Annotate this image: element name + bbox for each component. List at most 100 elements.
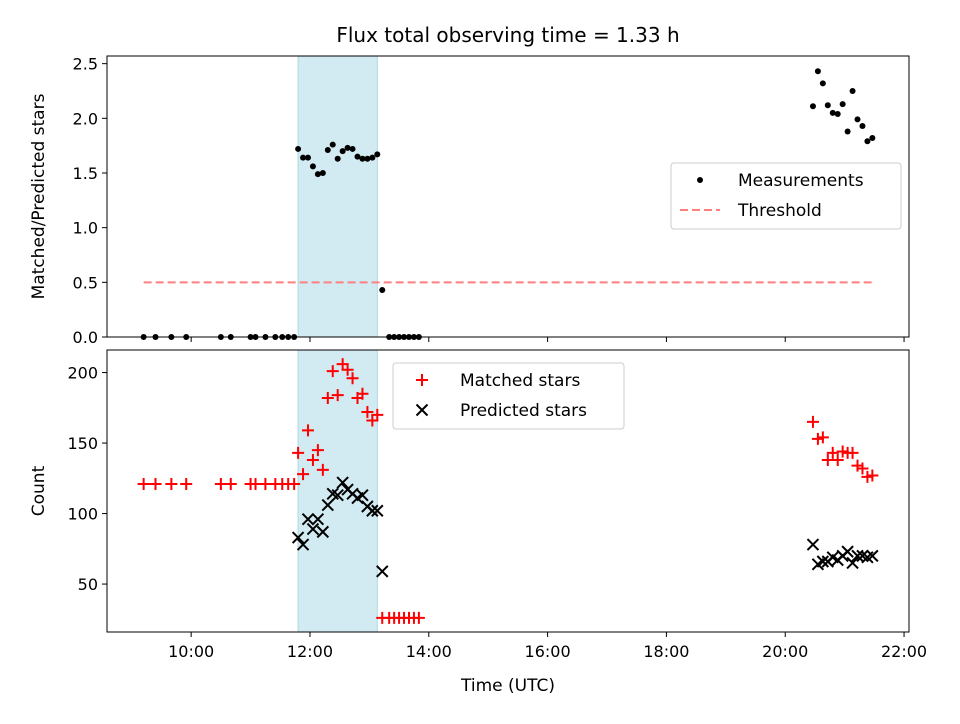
data-point [839,101,846,108]
data-point [324,147,331,154]
data-point [814,68,821,75]
data-point [311,444,324,457]
series-predicted-stars [291,476,879,578]
data-point [224,477,237,490]
data-point [806,415,819,428]
data-point [412,611,425,624]
data-point [371,504,384,517]
y-axis-title: Count [29,465,49,516]
data-point [851,549,864,563]
data-point [306,453,319,466]
plot-frame [106,349,910,633]
y-tick-label: 150 [67,434,98,453]
legend-label: Matched stars [460,371,580,391]
data-point [296,538,310,551]
plot-frame [106,55,910,338]
x-tick-label: 22:00 [881,642,927,661]
data-point [844,128,851,135]
legend-label: Predicted stars [460,401,587,421]
data-point [301,424,314,437]
data-point [816,555,830,568]
data-point [359,155,366,162]
data-point [364,155,371,162]
data-point [366,504,379,517]
data-point [824,102,831,109]
data-point [311,512,325,526]
highlight-span [297,55,378,338]
data-point [316,463,329,476]
data-point [356,489,369,502]
data-point [856,462,869,475]
legend-box [670,162,902,230]
data-point [314,171,321,178]
data-point [331,389,344,402]
bottom-panel: 50 100 150 200 10:00 12:00 14:00 16:00 18:00 20:0… [29,349,927,696]
y-tick-label: 2.0 [73,109,98,128]
x-tick-label: 14:00 [406,642,452,661]
data-point [306,522,320,536]
data-point [344,144,351,151]
legend-marker [415,403,429,417]
legend-marker [697,177,703,183]
y-tick-label: 2.5 [73,55,98,74]
x-tick-label: 18:00 [643,642,689,661]
data-point [326,365,339,378]
data-point [846,556,859,570]
legend: Matched stars Predicted stars [392,362,625,430]
data-point [369,154,376,161]
data-point [319,169,326,176]
x-axis-title: Time (UTC) [460,676,555,696]
y-tick-label: 1.0 [73,219,98,238]
data-point [376,565,389,578]
x-tick-label: 16:00 [525,642,571,661]
data-point [291,531,305,544]
data-point [301,512,315,526]
data-point [297,468,310,481]
data-point [866,549,879,563]
x-tick-label: 12:00 [287,642,333,661]
data-point [339,148,346,155]
data-point [361,406,374,419]
data-point [316,525,330,539]
data-point [288,477,301,490]
data-point [806,538,820,551]
legend-label: Measurements [738,171,864,191]
y-axis-title: Matched/Predicted stars [29,93,49,299]
data-point [809,103,816,110]
data-point [371,408,384,421]
legend-marker [416,374,428,386]
data-point [379,286,386,293]
data-point [826,446,839,459]
legend-label: Threshold [737,201,822,221]
data-point [336,476,349,489]
y-tick-label: 1.5 [73,164,98,183]
data-point [869,135,876,142]
x-tick-label: 10:00 [168,642,214,661]
y-tick-label: 50 [78,575,98,594]
chart-title: Flux total observing time = 1.33 h [336,23,679,47]
data-point [356,387,369,400]
data-point [831,453,844,466]
x-tick-label: 20:00 [762,642,808,661]
data-point [331,489,344,502]
data-point [346,372,359,385]
data-point [846,446,859,459]
data-point [137,477,150,490]
y-tick-label: 0.0 [73,328,98,347]
data-point [349,145,356,152]
data-point [834,110,841,117]
data-point [849,87,856,94]
data-point [334,155,341,162]
data-point [180,477,193,490]
data-point [864,138,871,145]
data-point [321,391,334,404]
legend-box [392,362,625,430]
data-point [309,163,316,170]
data-point [304,154,311,161]
y-tick-label: 0.5 [73,273,98,292]
legend: Measurements Threshold [670,162,902,230]
data-point [321,498,335,512]
data-point [295,145,302,152]
